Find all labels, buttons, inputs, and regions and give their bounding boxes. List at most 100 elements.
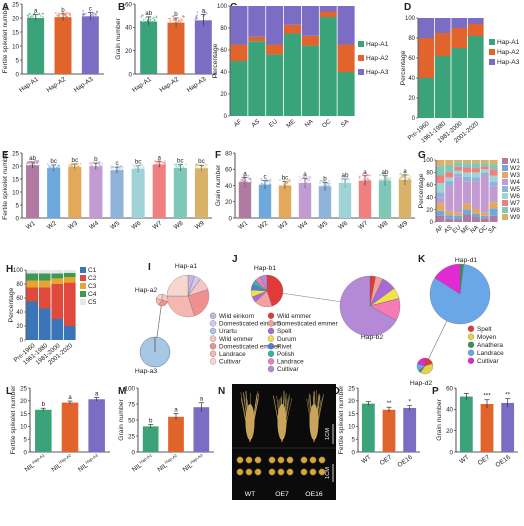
bar-F-0: [238, 182, 252, 218]
y-tick-label-F: 40: [225, 183, 232, 190]
bar-F-3: [298, 183, 312, 218]
y-tick-label-C: 100: [217, 4, 228, 10]
sig-letter-F-2: bc: [282, 174, 289, 181]
legend-swatch-J-4: [267, 343, 275, 350]
panel-label-I: I: [148, 262, 151, 273]
legend-swatch-G-8: [502, 214, 508, 220]
florets-1: [268, 456, 294, 476]
x-tick-label-F-3: W4: [297, 220, 309, 231]
legend-label-C-1: Hap-A2: [366, 55, 389, 62]
y-tick-label-A: 25: [12, 1, 19, 8]
stack-seg-C-5-2: [319, 6, 337, 12]
legend-label-G-0: W1: [510, 158, 520, 165]
sig-letter-F-6: a: [363, 169, 367, 176]
y-tick-label-M: 100: [125, 385, 136, 392]
legend-swatch-G-4: [502, 186, 508, 192]
sig-letter-E-4: c: [115, 160, 118, 167]
x-tick-label-F-6: W7: [357, 220, 369, 231]
jitter-points-A-2: [81, 9, 100, 22]
legend-label-I-0: Wild einkorn: [219, 313, 255, 320]
stack-seg-C-0-1: [230, 44, 248, 61]
y-tick-label-E: 10: [12, 189, 19, 196]
stack-seg-C-0-0: [230, 61, 248, 116]
jitter-points-F-5: [338, 176, 350, 189]
stack-seg-G-6-3: [489, 186, 498, 203]
stack-seg-H-3-4: [63, 270, 76, 273]
y-tick-label-H: 0: [20, 338, 24, 344]
bar-L-2: [88, 399, 105, 452]
stack-seg-G-1-1: [445, 215, 454, 219]
node-label-I-2: Hap-a3: [135, 368, 158, 375]
network-node-I-2: [139, 336, 171, 368]
y-tick-label-A: 15: [12, 29, 19, 36]
stack-seg-G-4-6: [471, 168, 480, 173]
jitter-points-B-2: [194, 11, 212, 28]
legend-label-I-2: Urartu: [219, 328, 237, 335]
stack-seg-C-5-1: [319, 11, 337, 17]
y-tick-label-D: 40: [408, 76, 415, 82]
bar-F-8: [398, 179, 412, 218]
x-tick-label-F-2: W3: [277, 220, 289, 231]
bar-F-2: [278, 185, 292, 218]
legend-label-H-4: C5: [88, 299, 97, 306]
bar-B-1: [167, 22, 185, 75]
stack-seg-H-0-0: [26, 301, 39, 340]
stack-seg-C-5-0: [319, 17, 337, 116]
panel-label-J: J: [232, 254, 238, 265]
x-tick-label-F-0: W1: [237, 220, 249, 231]
wheat-spike-2: [306, 390, 325, 443]
stack-seg-H-3-0: [63, 326, 76, 340]
legend-swatch-J-7: [267, 365, 275, 373]
stack-seg-D-1-2: [434, 18, 451, 33]
bar-A-0: [27, 18, 45, 74]
y-tick-label-L: 0: [24, 449, 28, 456]
x-tick-label-G-4: NA: [469, 224, 481, 235]
stack-seg-G-4-4: [471, 177, 480, 182]
stack-seg-G-3-1: [462, 209, 472, 215]
legend-label-J-0: Wild emmer: [277, 313, 312, 320]
y-tick-label-E: 15: [12, 176, 19, 183]
stack-seg-G-3-3: [462, 181, 472, 204]
stack-seg-G-6-7: [489, 164, 498, 170]
stack-seg-D-3-1: [467, 24, 484, 36]
network-node-I-0: [166, 274, 210, 318]
stack-seg-G-2-6: [454, 166, 463, 171]
network-node-J-0: [250, 274, 284, 308]
stack-seg-D-2-1: [451, 28, 468, 48]
stack-seg-G-0-6: [436, 175, 445, 183]
jitter-points-E-3: [89, 161, 103, 171]
bar-E-8: [194, 168, 208, 218]
x-tick-label-O-1: OE7: [379, 454, 394, 467]
stack-seg-G-2-4: [454, 173, 463, 177]
y-tick-label-L: 10: [20, 424, 27, 431]
y-tick-label-G: 20: [426, 208, 433, 214]
node-label-K-1: Hap-d2: [410, 380, 433, 387]
y-tick-label-F: 20: [225, 199, 232, 206]
bar-E-0: [26, 165, 40, 218]
x-tick-label-C-1: AS: [250, 118, 261, 129]
sig-letter-E-2: bc: [72, 157, 79, 164]
y-axis-title-P: Grain number: [436, 398, 443, 440]
node-label-I-1: Hap-a2: [135, 287, 158, 294]
stack-seg-C-2-2: [266, 6, 284, 45]
legend-label-G-2: W3: [510, 172, 520, 179]
stack-seg-G-6-0: [489, 215, 498, 222]
jitter-points-F-6: [358, 173, 372, 187]
stack-seg-G-4-1: [471, 213, 480, 218]
sig-letter-E-1: bc: [50, 158, 57, 165]
y-tick-label-A: 5: [16, 57, 20, 64]
stack-seg-G-6-1: [489, 208, 498, 216]
legend-label-G-6: W7: [510, 200, 520, 207]
stack-seg-G-3-4: [462, 176, 472, 182]
sig-letter-M-0: b: [149, 417, 153, 424]
legend-label-J-2: Spelt: [277, 328, 292, 335]
legend-label-I-1: Domesticated einkorn: [219, 321, 281, 328]
stack-seg-C-6-0: [337, 72, 355, 116]
wheat-spike-1: [272, 390, 293, 443]
stack-seg-D-0-0: [418, 78, 435, 118]
stack-seg-G-0-2: [436, 203, 445, 211]
stack-seg-G-5-6: [480, 166, 489, 170]
y-tick-label-C: 80: [220, 26, 227, 32]
legend-swatch-I-3: [209, 335, 217, 342]
wheat-spike-0: [240, 390, 260, 443]
